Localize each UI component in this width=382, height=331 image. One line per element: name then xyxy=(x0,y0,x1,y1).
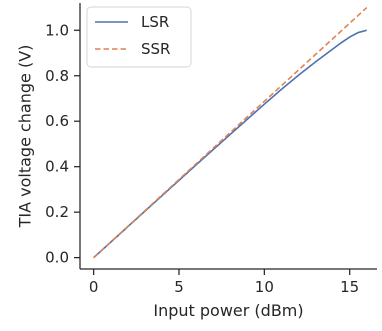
y-axis-label: TIA voltage change (V) xyxy=(16,45,35,229)
series-layer xyxy=(93,6,368,259)
legend: LSR SSR xyxy=(86,6,192,68)
y-tick-label: 1.0 xyxy=(45,21,69,39)
legend-label-lsr: LSR xyxy=(141,13,169,31)
x-axis-label: Input power (dBm) xyxy=(153,301,303,320)
y-tick-label: 0.4 xyxy=(45,158,69,176)
series-line-lsr xyxy=(93,29,367,259)
y-tick-label: 0.8 xyxy=(45,67,69,85)
series-line-ssr xyxy=(93,6,368,259)
legend-label-ssr: SSR xyxy=(141,40,170,58)
y-tick-label: 0.0 xyxy=(45,249,69,267)
x-tick-label: 5 xyxy=(174,278,184,296)
y-tick-label: 0.6 xyxy=(45,112,69,130)
x-tick-label: 10 xyxy=(255,278,274,296)
axes: 0 5 10 15 0.0 0.2 0.4 0.6 0.8 1.0 xyxy=(45,3,377,296)
y-tick-label: 0.2 xyxy=(45,203,69,221)
x-tick-label: 15 xyxy=(340,278,359,296)
legend-box xyxy=(86,6,192,68)
x-tick-label: 0 xyxy=(89,278,99,296)
